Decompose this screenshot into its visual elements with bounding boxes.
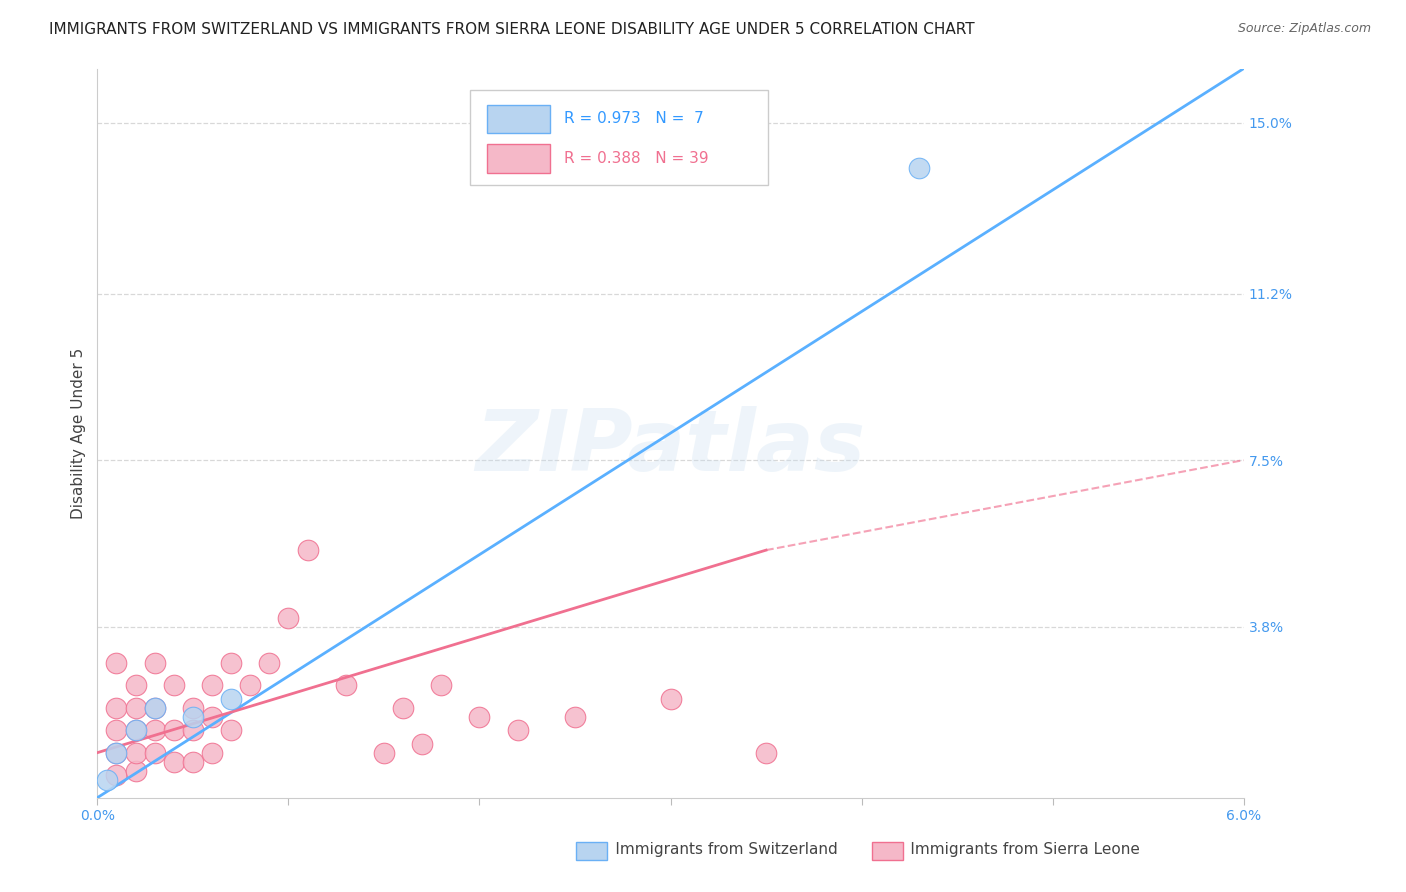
Point — [181, 755, 204, 769]
Point — [259, 656, 281, 670]
Point — [297, 543, 319, 558]
Point — [181, 709, 204, 723]
Point — [124, 723, 146, 738]
Point — [124, 723, 146, 738]
Point — [201, 678, 224, 692]
Point — [219, 691, 242, 706]
Point — [411, 737, 433, 751]
Point — [143, 700, 166, 714]
Text: IMMIGRANTS FROM SWITZERLAND VS IMMIGRANTS FROM SIERRA LEONE DISABILITY AGE UNDER: IMMIGRANTS FROM SWITZERLAND VS IMMIGRANT… — [49, 22, 974, 37]
Y-axis label: Disability Age Under 5: Disability Age Under 5 — [72, 348, 86, 519]
FancyBboxPatch shape — [486, 145, 550, 173]
Point — [105, 656, 128, 670]
Point — [124, 700, 146, 714]
Text: R = 0.388   N = 39: R = 0.388 N = 39 — [564, 151, 709, 166]
Point — [105, 746, 128, 760]
Point — [430, 678, 453, 692]
Point — [219, 723, 242, 738]
Point — [201, 746, 224, 760]
Point — [96, 772, 118, 787]
Point — [335, 678, 357, 692]
Text: Immigrants from Sierra Leone: Immigrants from Sierra Leone — [886, 842, 1140, 856]
Point — [143, 723, 166, 738]
Point — [163, 723, 186, 738]
Text: ZIPatlas: ZIPatlas — [475, 406, 866, 489]
Point — [201, 709, 224, 723]
FancyBboxPatch shape — [470, 90, 768, 186]
Text: Immigrants from Switzerland: Immigrants from Switzerland — [591, 842, 837, 856]
Point — [392, 700, 415, 714]
Text: R = 0.973   N =  7: R = 0.973 N = 7 — [564, 112, 703, 127]
Point — [105, 700, 128, 714]
Point — [908, 161, 931, 175]
Point — [105, 768, 128, 782]
Point — [659, 691, 682, 706]
Point — [564, 709, 586, 723]
Point — [143, 700, 166, 714]
FancyBboxPatch shape — [486, 104, 550, 133]
Point — [219, 656, 242, 670]
Text: Source: ZipAtlas.com: Source: ZipAtlas.com — [1237, 22, 1371, 36]
Point — [277, 610, 299, 624]
Point — [181, 700, 204, 714]
Point — [124, 746, 146, 760]
Point — [124, 764, 146, 778]
Point — [105, 746, 128, 760]
Point — [755, 746, 778, 760]
Point — [124, 678, 146, 692]
Point — [105, 723, 128, 738]
Point — [468, 709, 491, 723]
Point — [181, 723, 204, 738]
Point — [506, 723, 529, 738]
Point — [163, 678, 186, 692]
Point — [163, 755, 186, 769]
Point — [239, 678, 262, 692]
Point — [143, 746, 166, 760]
Point — [143, 656, 166, 670]
Point — [373, 746, 395, 760]
